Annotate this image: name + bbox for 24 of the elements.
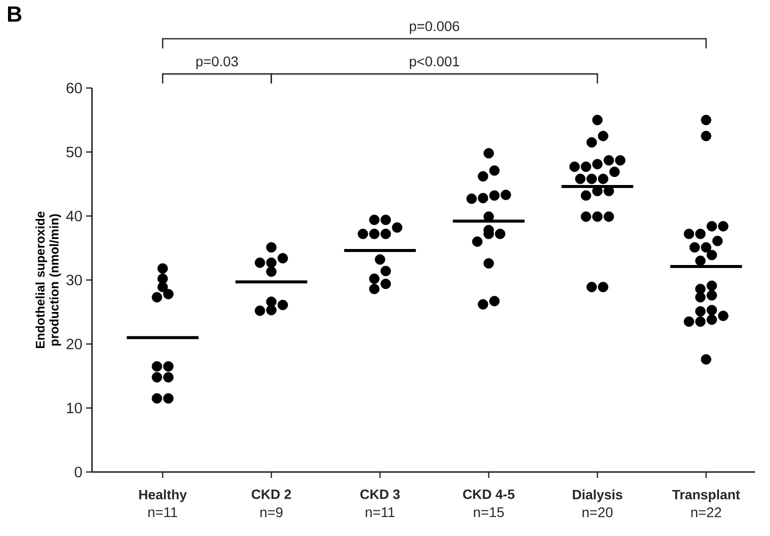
y-axis-title: Endothelial superoxide production (nmol/min) [35, 212, 62, 348]
y-tick-label: 60 [66, 82, 82, 94]
y-tick-label: 10 [67, 402, 82, 414]
x-tick-label: Healthy [139, 490, 187, 502]
text: n=9 [260, 507, 283, 518]
x-tick-label: CKD 4-5 [463, 490, 514, 500]
text: p=0.006 [410, 21, 460, 34]
x-tick-label: Transplant [672, 490, 740, 502]
y-tick-label: 40 [66, 210, 82, 222]
y-tick-label: 30 [66, 274, 82, 286]
y-tick-label: 20 [66, 338, 82, 350]
x-tick-label: CKD 3 [360, 490, 400, 500]
text: n=20 [582, 507, 613, 518]
y-tick-label: 50 [66, 146, 82, 158]
text: n=15 [474, 507, 504, 518]
x-tick-label: CKD 2 [252, 490, 291, 500]
text: n=11 [148, 507, 178, 517]
text: n=11 [366, 507, 395, 517]
text: p=0.03 [196, 56, 238, 70]
x-tick-label: Dialysis [572, 490, 622, 502]
text: p<0.001 [410, 56, 460, 70]
y-tick-label: 0 [74, 466, 82, 478]
text: n=22 [691, 507, 722, 518]
chart-title: B [8, 6, 22, 22]
